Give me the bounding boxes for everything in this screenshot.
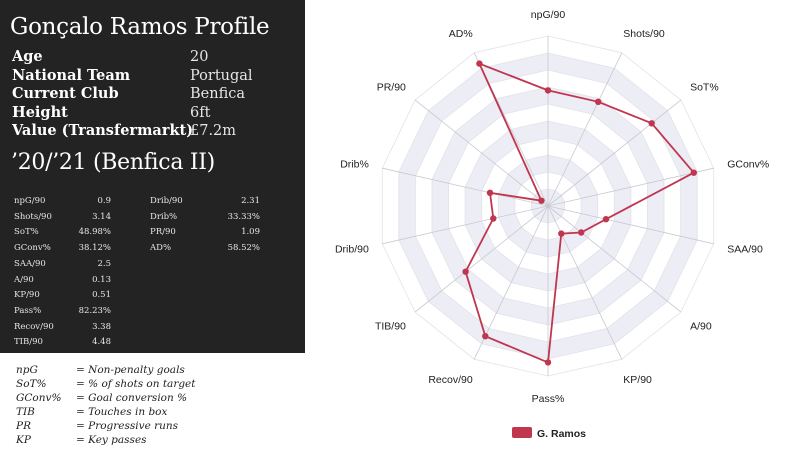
axis-label: GConv%: [727, 158, 769, 170]
axis-label: AD%: [449, 28, 473, 40]
data-point: [595, 98, 602, 106]
glossary-term: KP: [16, 434, 31, 446]
stat-value: 2.5: [97, 258, 111, 269]
radar-chart: npG/90 Shots/90 SoT% GConv% SAA/90 A/90 KP/90 P…: [335, 9, 769, 440]
glossary-definition: = % of shots on target: [76, 378, 196, 390]
stat-value: 48.98%: [78, 227, 111, 238]
glossary-term: GConv%: [16, 392, 62, 404]
stat-label: TIB/90: [14, 337, 43, 348]
radar-spoke: [547, 99, 682, 207]
legend-label: G. Ramos: [537, 428, 586, 440]
radar-spoke: [547, 52, 623, 207]
axis-label: KP/90: [623, 374, 652, 386]
profile-label: National Team: [12, 66, 131, 84]
axis-label: Pass%: [532, 393, 565, 405]
axis-label: npG/90: [531, 9, 566, 21]
data-point: [476, 60, 483, 67]
data-point: [544, 359, 552, 366]
stat-value: 58.52%: [227, 243, 260, 254]
stat-label: KP/90: [14, 290, 40, 301]
profile-value: Benfica: [190, 86, 246, 102]
profile-panel: Gonçalo Ramos Profile Age 20 National Team…: [0, 0, 305, 353]
glossary-term: TIB: [16, 406, 35, 418]
stat-label: Recov/90: [14, 321, 54, 332]
stat-value: 38.12%: [78, 243, 111, 254]
profile-value: 20: [190, 49, 209, 65]
profile-label: Current Club: [12, 85, 119, 102]
data-point: [648, 120, 655, 127]
data-point: [490, 215, 497, 222]
data-point: [690, 169, 697, 176]
data-point: [544, 87, 552, 94]
stat-label: Drib%: [150, 211, 178, 222]
radar-spoke: [547, 205, 682, 313]
radar-spoke: [382, 205, 549, 245]
stat-value: 3.38: [92, 321, 111, 332]
profile-value: 6ft: [190, 104, 211, 121]
stat-value: 0.51: [92, 290, 111, 301]
glossary-term: PR: [16, 420, 31, 432]
radar-spoke: [414, 205, 549, 313]
axis-label: Drib/90: [335, 244, 369, 256]
stat-label: AD%: [150, 243, 172, 254]
stat-label: Drib/90: [150, 196, 183, 206]
stat-value: 33.33%: [227, 211, 260, 222]
glossary-term: SoT%: [16, 378, 47, 390]
stat-label: A/90: [14, 274, 34, 285]
stat-label: SAA/90: [14, 258, 46, 269]
axis-label: SAA/90: [727, 244, 763, 256]
data-point: [558, 230, 565, 237]
profile-title: Gonçalo Ramos Profile: [10, 14, 270, 40]
data-point: [462, 268, 469, 275]
legend-swatch: [512, 427, 532, 438]
axis-label: TIB/90: [375, 321, 406, 333]
glossary-definition: = Goal conversion %: [76, 392, 188, 404]
stat-value: 82.23%: [78, 305, 111, 316]
stat-value: 0.13: [92, 274, 111, 285]
data-point: [482, 333, 489, 340]
glossary-term: npG: [16, 364, 38, 376]
stat-label: SoT%: [14, 227, 39, 238]
radar-spoke: [414, 99, 549, 207]
stat-label: Pass%: [14, 305, 42, 316]
axis-label: SoT%: [690, 81, 719, 93]
stat-label: GConv%: [14, 243, 51, 254]
glossary-definition: = Progressive runs: [76, 420, 179, 432]
profile-value: £7.2m: [190, 123, 237, 139]
data-point: [602, 216, 610, 223]
profile-label: Height: [12, 103, 68, 121]
stat-label: PR/90: [150, 227, 176, 238]
stat-value: 1.09: [241, 227, 260, 238]
glossary-definition: = Key passes: [76, 434, 147, 446]
data-point: [578, 229, 585, 236]
season-heading: ’20/’21 (Benfica II): [11, 150, 215, 175]
data-point: [538, 197, 545, 204]
radar-spoke: [547, 167, 714, 207]
axis-label: A/90: [690, 321, 712, 333]
stat-label: Shots/90: [14, 211, 52, 222]
radar-spoke: [382, 167, 549, 207]
axis-label: Drib%: [340, 158, 369, 170]
axis-label: Recov/90: [428, 374, 473, 386]
stat-value: 0.9: [97, 196, 111, 206]
stat-value: 3.14: [92, 211, 111, 222]
profile-label: Age: [12, 48, 43, 65]
glossary-definition: = Non-penalty goals: [76, 364, 185, 376]
data-point: [486, 189, 494, 196]
glossary-definition: = Touches in box: [76, 406, 168, 418]
profile-label: Value (Transfermarkt): [12, 122, 194, 139]
stat-value: 2.31: [241, 196, 260, 206]
radar-spoke: [547, 205, 714, 245]
profile-value: Portugal: [190, 67, 253, 84]
stat-value: 4.48: [92, 337, 111, 348]
axis-label: Shots/90: [623, 28, 665, 40]
axis-label: PR/90: [377, 81, 406, 93]
stat-label: npG/90: [14, 196, 46, 206]
